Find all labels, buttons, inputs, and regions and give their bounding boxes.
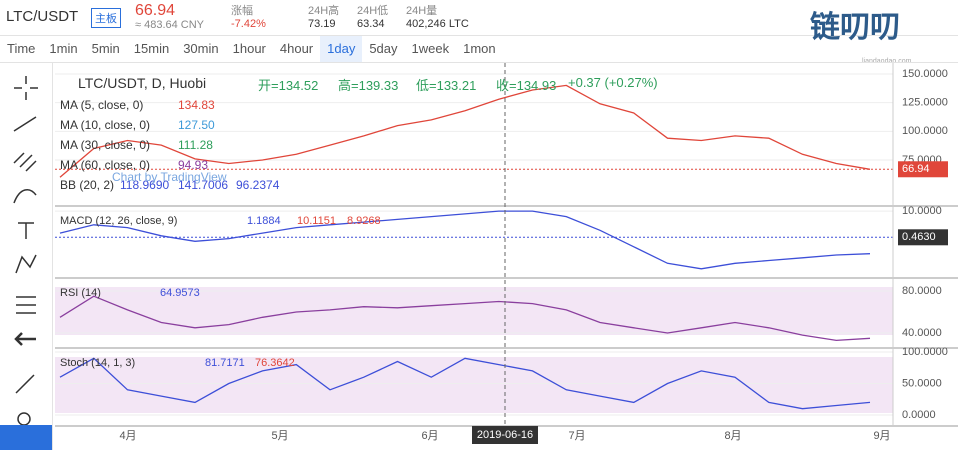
indicator-value: 141.7006 [178, 178, 229, 192]
readout: 1.1884 [247, 215, 281, 227]
last-badge [898, 161, 948, 178]
symbol: LTC/USDT, D, Huobi [78, 75, 207, 91]
fib-tool[interactable] [13, 152, 37, 172]
pane-band [55, 357, 893, 413]
series-line [59, 295, 871, 342]
ohlc: +0.37 (+0.27%) [568, 75, 658, 90]
stat-label: 24H低 [357, 5, 389, 17]
interval-button[interactable]: 1day [320, 36, 363, 62]
stat-value: 63.34 [357, 18, 385, 30]
indicator-name: MA (30, close, 0) [60, 138, 151, 152]
ruler-tool[interactable] [15, 374, 35, 394]
interval-button[interactable]: Time [7, 41, 36, 56]
interval-button[interactable]: 1week [411, 41, 450, 56]
indicator-value: 111.28 [178, 138, 213, 152]
stat-label: 24H高 [308, 5, 340, 17]
stat-label: 24H量 [406, 5, 438, 17]
header: LTC/USDT 主板 66.94 ≈ 483.64 CNY 链叨叨 liand… [0, 0, 958, 65]
x-tick-label: 4月 [119, 430, 136, 442]
ohlc: 开=134.52 [258, 78, 319, 93]
brush-tool[interactable] [13, 189, 37, 204]
y-tick-label: 100.0000 [902, 125, 948, 137]
last-badge [898, 229, 948, 246]
interval-button[interactable]: 5min [91, 41, 120, 56]
indicator-name: BB (20, 2) [60, 178, 115, 192]
indicator-value: 118.9690 [120, 178, 170, 192]
y-tick-label: 50.0000 [902, 377, 942, 389]
last-label: 66.94 [902, 163, 930, 175]
ohlc: 低=133.21 [416, 78, 477, 93]
logo: 链叨叨 [810, 11, 900, 44]
crosshair-badge [472, 426, 538, 444]
indicator-name: MA (10, close, 0) [60, 118, 151, 132]
text-tool[interactable] [18, 222, 34, 239]
indicator-value: 96.2374 [236, 178, 280, 192]
pane-band [55, 287, 893, 335]
interval-button[interactable]: 4hour [279, 41, 314, 56]
x-tick-label: 5月 [271, 430, 288, 442]
pane-title: RSI (14) [60, 287, 101, 299]
pane-title: Stoch (14, 1, 3) [60, 357, 135, 369]
logo-sub: liandaodao.com [862, 58, 912, 65]
y-tick-label: 150.0000 [902, 68, 948, 80]
indicator-value: 134.83 [178, 98, 215, 112]
y-tick-label: 100.0000 [902, 346, 948, 358]
ohlc: 高=139.33 [338, 78, 399, 93]
pair: LTC/USDT [6, 8, 79, 25]
back-tool[interactable] [14, 332, 36, 346]
y-tick-label: 10.0000 [902, 205, 942, 217]
interval-button[interactable]: 1min [49, 41, 78, 56]
toolbar: Time 1min 5min 15min 30min 1hour 4hour 1day 5day… [0, 36, 958, 63]
crosshair-label: 2019-06-16 [477, 429, 533, 441]
x-tick-label: 7月 [568, 430, 585, 442]
y-tick-label: 40.0000 [902, 327, 942, 339]
x-tick-label: 8月 [724, 430, 741, 442]
stat-label: 涨幅 [231, 5, 253, 17]
interval-button[interactable]: 1hour [232, 41, 266, 56]
y-tick-label: 80.0000 [902, 285, 942, 297]
indicator-name: MA (60, close, 0) [60, 158, 151, 172]
readout: 76.3642 [255, 357, 295, 369]
x-tick-label: 6月 [421, 430, 438, 442]
price: 66.94 [135, 2, 176, 19]
series-line [59, 210, 871, 270]
interval-button[interactable]: 15min [133, 41, 170, 56]
badge: 主板 [91, 8, 121, 28]
stat-value: -7.42% [231, 18, 266, 30]
indicator-value: 94.93 [178, 158, 209, 172]
series-line [59, 357, 871, 410]
readout: 81.7171 [205, 357, 245, 369]
watermark: Chart by TradingView [112, 170, 227, 184]
stat-value: 402,246 LTC [406, 18, 469, 30]
interval-button[interactable]: 5day [369, 41, 398, 56]
ohlc: 收=134.93 [496, 78, 557, 93]
indicator-name: MA (5, close, 0) [60, 98, 144, 112]
interval-button[interactable]: 30min [183, 41, 219, 56]
tool-icons [13, 76, 38, 426]
readout: 8.9268 [347, 215, 381, 227]
trend-tool[interactable] [13, 116, 37, 132]
readout: 10.1151 [297, 215, 336, 227]
x-tick-label: 9月 [873, 430, 890, 442]
stat-value: 73.19 [308, 18, 336, 30]
readout: 64.9573 [160, 287, 200, 299]
crosshair-tool[interactable] [14, 76, 38, 100]
measure-tool[interactable] [16, 296, 36, 314]
series-line [59, 84, 871, 178]
interval-button[interactable]: 1mon [463, 41, 496, 56]
y-tick-label: 125.0000 [902, 97, 948, 109]
pattern-tool[interactable] [15, 254, 37, 274]
last-label: 0.4630 [902, 231, 936, 243]
collapse-button[interactable] [0, 425, 52, 450]
cny: ≈ 483.64 CNY [135, 19, 205, 31]
indicator-value: 127.50 [178, 118, 215, 132]
pane-title: MACD (12, 26, close, 9) [60, 215, 177, 227]
left-toolbar [0, 63, 53, 450]
y-tick-label: 0.0000 [902, 409, 936, 421]
